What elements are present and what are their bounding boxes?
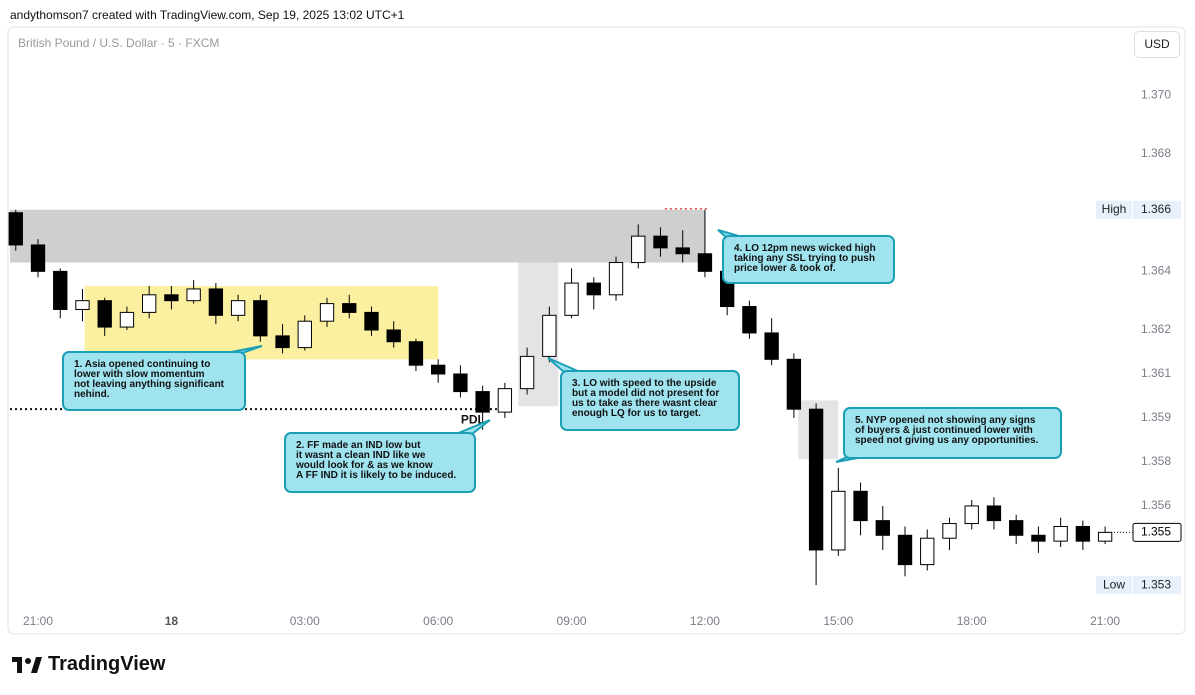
x-tick-label: 06:00	[423, 614, 453, 628]
x-tick-label: 21:00	[1090, 614, 1120, 628]
candle-body	[342, 303, 357, 313]
candle-body	[564, 282, 579, 316]
marker-tag	[1096, 200, 1132, 219]
candle-body	[1031, 534, 1046, 542]
x-tick-label: 12:00	[690, 614, 720, 628]
marker-price-tag	[1133, 200, 1181, 219]
candle-body	[653, 235, 668, 249]
candle-body	[8, 212, 23, 246]
candle-body	[253, 300, 268, 337]
candle-body	[964, 505, 979, 525]
candle-body	[53, 270, 68, 310]
x-tick-label: 03:00	[290, 614, 320, 628]
candle-body	[831, 490, 846, 551]
candle-body	[586, 282, 601, 296]
candle-body	[1009, 520, 1024, 536]
marker-tag	[1096, 576, 1132, 595]
currency-button[interactable]: USD	[1134, 31, 1180, 58]
callout: 3. LO with speed to the upside but a mod…	[560, 370, 740, 431]
chart-title: British Pound / U.S. Dollar · 5 · FXCM	[18, 36, 220, 50]
x-tick-label: 15:00	[823, 614, 853, 628]
candle-body	[764, 332, 779, 360]
marker-price-tag	[1133, 576, 1181, 595]
candle-body	[675, 247, 690, 255]
callout: 5. NYP opened not showing any signs of b…	[843, 407, 1062, 459]
marker-name: Low	[1103, 577, 1125, 591]
candle-body	[119, 311, 135, 328]
candle-body	[920, 537, 935, 566]
last-price-tag	[1132, 522, 1182, 542]
candle-body	[786, 358, 802, 410]
y-tick-label: 1.361	[1141, 366, 1171, 380]
last-price-label: 1.355	[1141, 525, 1171, 539]
candle-body	[475, 391, 490, 413]
y-tick-label: 1.358	[1141, 454, 1171, 468]
candle-body	[75, 300, 90, 310]
x-tick-label: 21:00	[23, 614, 53, 628]
candle-body	[808, 408, 824, 551]
y-tick-label: 1.368	[1141, 146, 1171, 160]
y-tick-label: 1.356	[1141, 498, 1171, 512]
candle-body	[542, 314, 557, 357]
candle-body	[742, 306, 757, 334]
candle-body	[697, 253, 713, 272]
x-tick-label: 18:00	[957, 614, 987, 628]
candle-body	[297, 320, 312, 349]
candle-body	[364, 311, 379, 331]
candle-body	[875, 520, 890, 536]
header: andythomson7 created with TradingView.co…	[10, 8, 405, 22]
callout: 1. Asia opened continuing to lower with …	[62, 351, 246, 411]
callout: 2. FF made an IND low but it wasnt a cle…	[284, 432, 476, 493]
x-tick-label: 09:00	[557, 614, 587, 628]
candle-body	[986, 505, 1002, 522]
candle-body	[230, 300, 246, 316]
candle-body	[408, 341, 424, 366]
candle-body	[319, 303, 335, 322]
candle-body	[386, 329, 401, 343]
logo	[12, 657, 42, 673]
candle-body	[942, 523, 957, 539]
zone	[10, 209, 705, 263]
candle-body	[453, 373, 468, 393]
y-tick-label: 1.370	[1141, 88, 1171, 102]
candle-body	[1097, 531, 1113, 542]
y-tick-label: 1.364	[1141, 264, 1171, 278]
y-tick-label: 1.362	[1141, 322, 1171, 336]
x-tick-label: 18	[165, 614, 179, 628]
y-tick-label: 1.359	[1141, 410, 1171, 424]
candle-body	[497, 388, 513, 413]
candle-body	[519, 355, 535, 390]
candle-body	[897, 534, 913, 566]
candle-body	[853, 490, 868, 522]
candle-body	[431, 364, 446, 375]
candle-body	[164, 294, 179, 302]
candle-body	[97, 300, 112, 328]
candle-body	[208, 288, 224, 316]
chart-frame	[7, 26, 1186, 635]
pdl-label: PDL	[461, 412, 485, 426]
candle-body	[30, 244, 46, 272]
callout: 4. LO 12pm news wicked high taking any S…	[722, 235, 895, 284]
candle-body	[275, 335, 290, 349]
marker-name: High	[1102, 202, 1127, 216]
candle-body	[631, 235, 646, 264]
candle-body	[1053, 525, 1068, 542]
candle-body	[608, 262, 624, 296]
candle-body	[1075, 525, 1091, 542]
candle-body	[186, 288, 201, 302]
marker-price: 1.366	[1141, 202, 1171, 216]
brand: TradingView	[48, 653, 166, 675]
candle-body	[141, 294, 157, 313]
marker-price: 1.353	[1141, 577, 1171, 591]
